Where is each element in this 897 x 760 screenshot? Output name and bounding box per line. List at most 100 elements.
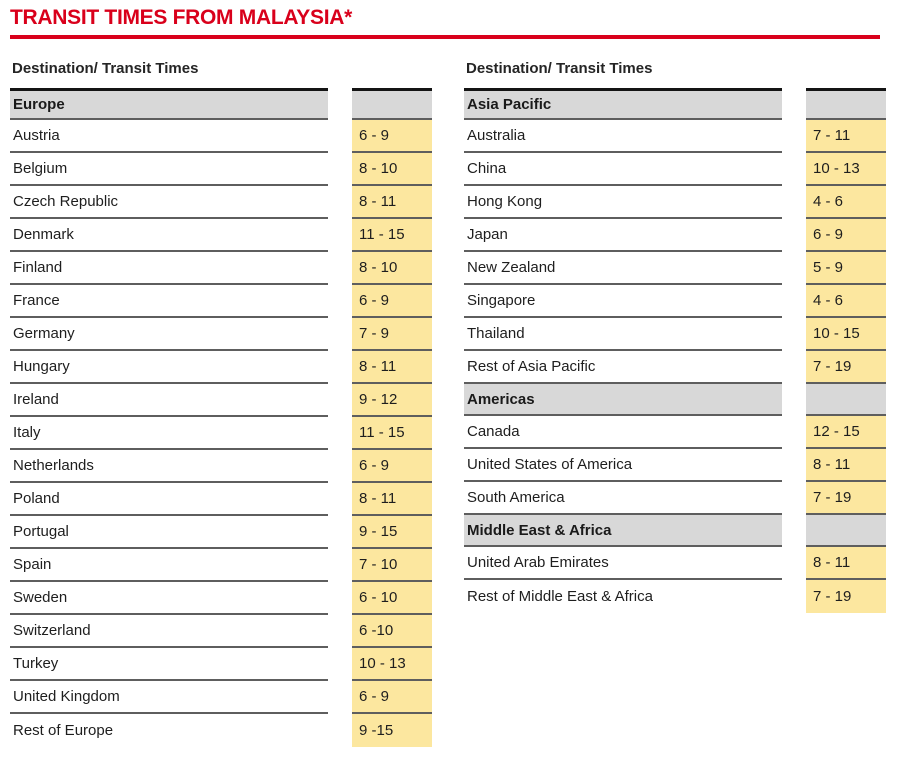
destination-row: Switzerland 6 -10	[10, 615, 432, 648]
transit-time-value: 8 - 11	[806, 547, 886, 580]
destination-row: Ireland 9 - 12	[10, 384, 432, 417]
destination-label: Finland	[10, 252, 328, 285]
destination-label: Netherlands	[10, 450, 328, 483]
destination-label: Sweden	[10, 582, 328, 615]
column-gap	[782, 219, 806, 252]
column-gap	[328, 450, 352, 483]
column-gap	[328, 285, 352, 318]
destination-row: Thailand 10 - 15	[464, 318, 886, 351]
destination-label: Spain	[10, 549, 328, 582]
destination-label: China	[464, 153, 782, 186]
column-gap	[782, 120, 806, 153]
destination-label: Ireland	[10, 384, 328, 417]
destination-label: Czech Republic	[10, 186, 328, 219]
transit-time-value: 7 - 9	[352, 318, 432, 351]
destination-row: Rest of Europe 9 -15	[10, 714, 432, 747]
transit-time-value: 8 - 11	[352, 483, 432, 516]
destination-row: Italy 11 - 15	[10, 417, 432, 450]
section-label: Americas	[464, 384, 782, 416]
destination-label: Canada	[464, 416, 782, 449]
destination-row: Canada 12 - 15	[464, 416, 886, 449]
destination-label: Thailand	[464, 318, 782, 351]
transit-time-value: 8 - 10	[352, 153, 432, 186]
destination-label: Rest of Middle East & Africa	[467, 588, 653, 605]
destination-row: Spain 7 - 10	[10, 549, 432, 582]
destination-row: Poland 8 - 11	[10, 483, 432, 516]
destination-label: Turkey	[10, 648, 328, 681]
destination-row: United States of America 8 - 11	[464, 449, 886, 482]
column-gap	[782, 416, 806, 449]
destination-label: Belgium	[10, 153, 328, 186]
section-header-row: Asia Pacific	[464, 88, 886, 120]
transit-time-value: 6 - 9	[352, 450, 432, 483]
column-gap	[782, 318, 806, 351]
column-header-left: Destination/ Transit Times	[12, 60, 199, 77]
destination-label: Germany	[10, 318, 328, 351]
destination-label: Switzerland	[10, 615, 328, 648]
transit-time-value: 7 - 11	[806, 120, 886, 153]
column-gap	[328, 648, 352, 681]
section-label: Asia Pacific	[464, 88, 782, 120]
destination-label: France	[10, 285, 328, 318]
destination-row: Australia 7 - 11	[464, 120, 886, 153]
destination-label: Austria	[10, 120, 328, 153]
transit-time-value: 10 - 13	[352, 648, 432, 681]
destination-row: Hong Kong 4 - 6	[464, 186, 886, 219]
section-header-row: Middle East & Africa	[464, 515, 886, 547]
column-gap	[328, 384, 352, 417]
transit-table-left: Destination/ Transit Times Europe Austria…	[10, 60, 432, 747]
column-gap	[328, 483, 352, 516]
destination-label: Poland	[10, 483, 328, 516]
destination-row: Czech Republic 8 - 11	[10, 186, 432, 219]
transit-time-value: 6 -10	[352, 615, 432, 648]
transit-time-value: 8 - 11	[352, 186, 432, 219]
column-gap	[328, 549, 352, 582]
destination-label: Italy	[10, 417, 328, 450]
column-gap	[328, 351, 352, 384]
column-gap	[328, 582, 352, 615]
destination-row: China 10 - 13	[464, 153, 886, 186]
destination-row: Hungary 8 - 11	[10, 351, 432, 384]
column-gap	[782, 482, 806, 515]
destination-label: Japan	[464, 219, 782, 252]
destination-label: Denmark	[10, 219, 328, 252]
transit-time-value: 6 - 9	[352, 285, 432, 318]
section-header-row: Europe	[10, 88, 432, 120]
transit-time-value: 5 - 9	[806, 252, 886, 285]
destination-row: New Zealand 5 - 9	[464, 252, 886, 285]
column-gap	[328, 120, 352, 153]
column-gap	[782, 547, 806, 580]
column-gap	[782, 153, 806, 186]
destination-row: United Arab Emirates 8 - 11	[464, 547, 886, 580]
section-label: Middle East & Africa	[464, 515, 782, 547]
column-gap	[782, 285, 806, 318]
destination-row: Netherlands 6 - 9	[10, 450, 432, 483]
column-gap	[328, 714, 352, 747]
destination-label: United Arab Emirates	[464, 547, 782, 580]
destination-label: Rest of Europe	[13, 722, 114, 739]
column-gap	[782, 449, 806, 482]
tables-container: Destination/ Transit Times Europe Austria…	[10, 60, 897, 747]
destination-row: Finland 8 - 10	[10, 252, 432, 285]
destination-label: Hungary	[10, 351, 328, 384]
column-header-right: Destination/ Transit Times	[466, 60, 653, 77]
destination-row: France 6 - 9	[10, 285, 432, 318]
transit-time-value: 10 - 15	[806, 318, 886, 351]
transit-time-value: 8 - 10	[352, 252, 432, 285]
transit-time-value: 4 - 6	[806, 186, 886, 219]
destination-label: Portugal	[10, 516, 328, 549]
table-rows-left: Europe Austria 6 - 9 Belgium 8 - 10 Czech Rep…	[10, 88, 432, 747]
destination-label: Australia	[464, 120, 782, 153]
destination-row: Belgium 8 - 10	[10, 153, 432, 186]
column-gap	[328, 153, 352, 186]
transit-time-value: 9 - 15	[352, 516, 432, 549]
transit-time-value: 12 - 15	[806, 416, 886, 449]
transit-time-value: 7 - 19	[806, 351, 886, 384]
transit-time-value: 7 - 10	[352, 549, 432, 582]
transit-time-value: 8 - 11	[352, 351, 432, 384]
column-gap	[782, 88, 806, 120]
transit-time-value	[806, 88, 886, 120]
destination-row: Germany 7 - 9	[10, 318, 432, 351]
transit-time-value: 9 -15	[352, 714, 432, 747]
destination-label: New Zealand	[464, 252, 782, 285]
